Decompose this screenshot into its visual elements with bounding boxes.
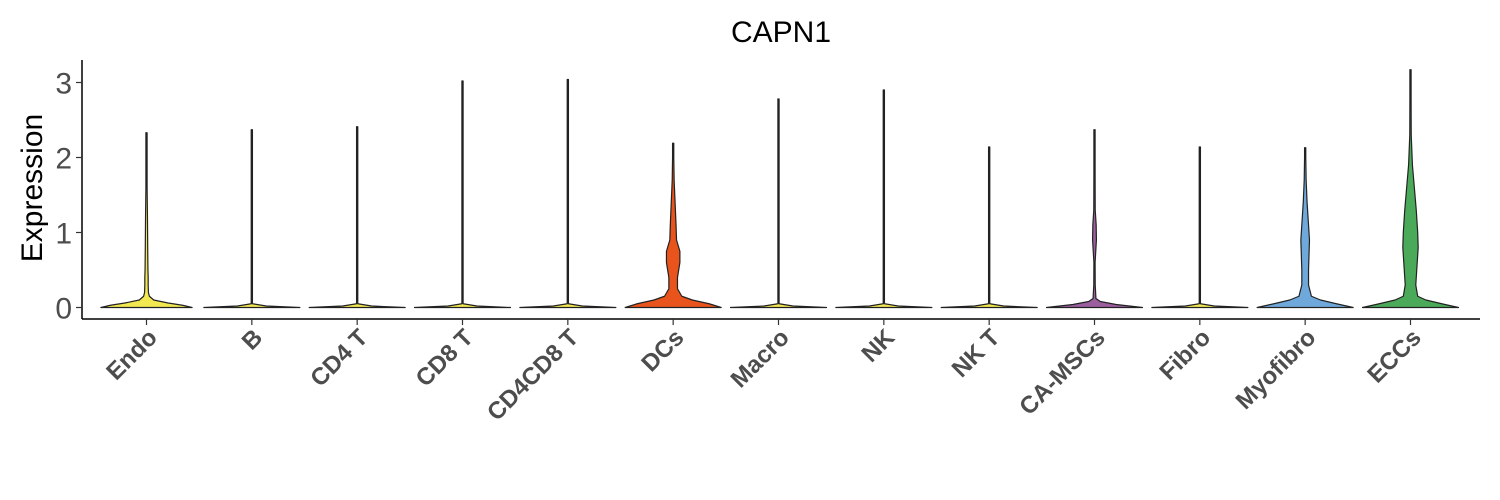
violin-myofibro [1256,147,1354,309]
x-tick-label: CD8 T [411,324,479,392]
violin-endo [100,132,193,309]
violin-cd4cd8-t [519,78,617,309]
x-tick-label: Macro [726,324,795,393]
x-ticks: Endo B CD4 T CD8 T CD4CD8 T DCs Macro NK NK T CA-… [101,319,1427,426]
x-tick-label: CD4 T [305,324,373,392]
violin-group [100,69,1460,309]
violin-eccs [1361,69,1460,309]
violin-cd8-t [413,80,512,309]
x-tick-label: ECCs [1362,324,1426,388]
y-ticks: 0 1 2 3 [55,68,82,326]
violin-fibro [1151,146,1249,309]
y-axis-label: Expression [16,114,49,262]
violin-cd4-t [308,126,406,309]
violin-macro [729,98,828,309]
x-tick-label: Endo [101,324,163,386]
y-tick-label: 0 [55,293,72,326]
x-tick-label: CA-MSCs [1014,324,1110,420]
x-tick-label: Fibro [1155,324,1217,386]
x-tick-label: DCs [636,324,689,377]
y-tick-label: 2 [55,143,72,176]
y-tick-label: 3 [55,68,72,101]
x-tick-label: B [237,324,268,355]
violin-b [203,129,301,309]
y-tick-label: 1 [55,218,72,251]
violin-nk-t [940,146,1038,309]
violin-dcs [624,142,722,309]
x-tick-label: Myofibro [1231,324,1322,415]
x-tick-label: CD4CD8 T [482,324,584,426]
x-tick-label: NK [856,324,900,368]
x-tick-label: NK T [947,324,1006,383]
chart-title: CAPN1 [731,16,831,49]
violin-nk [835,89,933,309]
violin-ca-mscs [1045,129,1144,309]
